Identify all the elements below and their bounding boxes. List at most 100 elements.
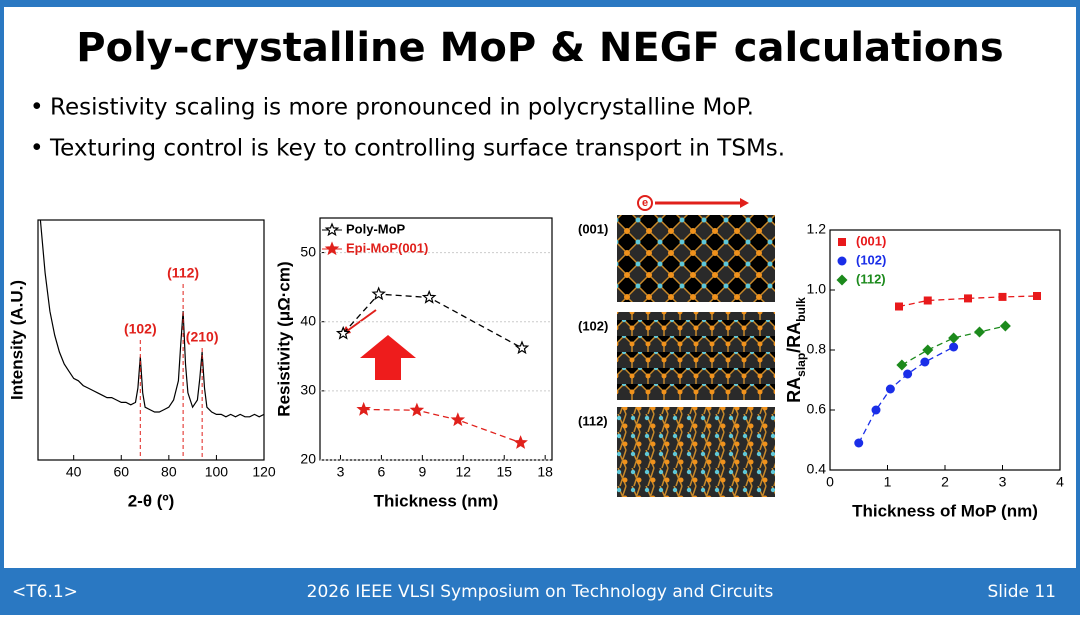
marker bbox=[903, 369, 913, 379]
legend-marker bbox=[324, 241, 340, 256]
marker bbox=[948, 332, 960, 344]
structure-label: (102) bbox=[578, 318, 608, 333]
marker bbox=[964, 294, 972, 303]
fit-line bbox=[858, 346, 954, 444]
x-axis-label: Thickness (nm) bbox=[374, 491, 499, 510]
x-tick-label: 120 bbox=[252, 464, 276, 480]
x-axis-label: 2-θ (º) bbox=[128, 491, 175, 510]
marker bbox=[885, 384, 895, 394]
x-tick-label: 15 bbox=[496, 464, 512, 480]
legend-label: Epi-MoP(001) bbox=[346, 240, 428, 255]
marker bbox=[920, 357, 930, 367]
legend-label: (001) bbox=[856, 233, 886, 248]
y-axis-label: RAslap/RAbulk bbox=[784, 297, 808, 403]
marker bbox=[514, 340, 530, 355]
footer-right: Slide 11 bbox=[987, 582, 1056, 602]
x-tick-label: 100 bbox=[205, 464, 229, 480]
bullet: • bbox=[30, 136, 44, 162]
legend-marker bbox=[836, 274, 848, 286]
structure-label: (112) bbox=[578, 413, 608, 428]
y-axis-label-part: RA bbox=[784, 377, 804, 403]
footer-left: <T6.1> bbox=[12, 582, 78, 602]
marker bbox=[1033, 292, 1041, 300]
y-axis-label-part: /RA bbox=[784, 322, 804, 353]
bullet: • bbox=[30, 95, 44, 121]
x-tick-label: 2 bbox=[941, 474, 949, 490]
y-tick-label: 0.4 bbox=[807, 461, 827, 477]
x-tick-label: 40 bbox=[66, 464, 82, 480]
left-border bbox=[0, 0, 4, 615]
marker bbox=[409, 402, 425, 417]
y-tick-label: 40 bbox=[300, 312, 316, 328]
x-tick-label: 6 bbox=[378, 464, 386, 480]
x-tick-label: 80 bbox=[161, 464, 177, 480]
structure-image bbox=[617, 407, 775, 497]
marker bbox=[998, 292, 1007, 301]
annotation: (210) bbox=[186, 329, 219, 345]
plot-frame bbox=[37, 219, 265, 461]
annotation: (102) bbox=[124, 321, 157, 337]
increase-arrow bbox=[360, 335, 416, 380]
marker bbox=[974, 326, 985, 338]
marker bbox=[896, 359, 908, 371]
marker bbox=[999, 320, 1011, 332]
legend-marker bbox=[838, 238, 846, 246]
x-tick-label: 18 bbox=[537, 464, 553, 480]
x-tick-label: 4 bbox=[1056, 474, 1064, 490]
marker bbox=[922, 344, 934, 356]
marker bbox=[421, 289, 437, 304]
fit-line bbox=[363, 408, 521, 444]
footer-center: 2026 IEEE VLSI Symposium on Technology a… bbox=[307, 582, 774, 602]
marker bbox=[871, 405, 881, 415]
y-tick-label: 1.0 bbox=[807, 281, 827, 297]
bullet-text: Resistivity scaling is more pronounced i… bbox=[50, 95, 754, 121]
legend-label: (102) bbox=[856, 252, 886, 267]
y-tick-label: 1.2 bbox=[807, 221, 827, 237]
marker bbox=[895, 302, 903, 311]
top-bar bbox=[0, 0, 1080, 7]
marker bbox=[335, 325, 351, 340]
marker bbox=[923, 296, 932, 305]
x-tick-label: 3 bbox=[337, 464, 345, 480]
bullet-text: Texturing control is key to controlling … bbox=[49, 136, 785, 162]
legend-label: (112) bbox=[856, 271, 886, 286]
marker bbox=[854, 438, 864, 448]
x-tick-label: 1 bbox=[884, 474, 892, 490]
fit-line bbox=[901, 325, 1006, 366]
marker bbox=[949, 342, 959, 352]
x-tick-label: 9 bbox=[418, 464, 426, 480]
marker bbox=[356, 401, 371, 416]
structure-image bbox=[617, 215, 775, 302]
marker bbox=[513, 435, 528, 449]
electron-label: e bbox=[642, 197, 648, 209]
x-tick-label: 3 bbox=[999, 474, 1007, 490]
legend-marker bbox=[837, 256, 847, 266]
y-tick-label: 20 bbox=[300, 451, 316, 467]
arrow-head bbox=[740, 198, 749, 208]
x-tick-label: 12 bbox=[456, 464, 472, 480]
line bbox=[39, 219, 265, 418]
y-tick-label: 0.6 bbox=[807, 401, 827, 417]
marker bbox=[371, 286, 386, 301]
electron-icon bbox=[637, 195, 653, 211]
y-tick-label: 0.8 bbox=[807, 341, 827, 357]
y-axis-label-part: bulk bbox=[794, 297, 808, 322]
structure-label: (001) bbox=[578, 221, 608, 236]
x-axis-label: Thickness of MoP (nm) bbox=[852, 501, 1038, 520]
slide-title: Poly-crystalline MoP & NEGF calculations bbox=[76, 25, 1003, 71]
x-tick-label: 0 bbox=[826, 474, 834, 490]
y-axis-label-part: slap bbox=[794, 353, 808, 377]
legend-marker bbox=[324, 222, 340, 237]
y-tick-label: 30 bbox=[300, 382, 316, 398]
x-tick-label: 60 bbox=[113, 464, 129, 480]
y-axis-label: Resistivity (μΩ·cm) bbox=[274, 261, 293, 416]
legend-label: Poly-MoP bbox=[346, 221, 406, 236]
structure-image bbox=[617, 312, 775, 400]
right-border bbox=[1076, 0, 1080, 615]
footer-bar bbox=[0, 568, 1080, 615]
annotation: (112) bbox=[167, 265, 199, 281]
y-axis-label: Intensity (A.U.) bbox=[7, 280, 26, 400]
